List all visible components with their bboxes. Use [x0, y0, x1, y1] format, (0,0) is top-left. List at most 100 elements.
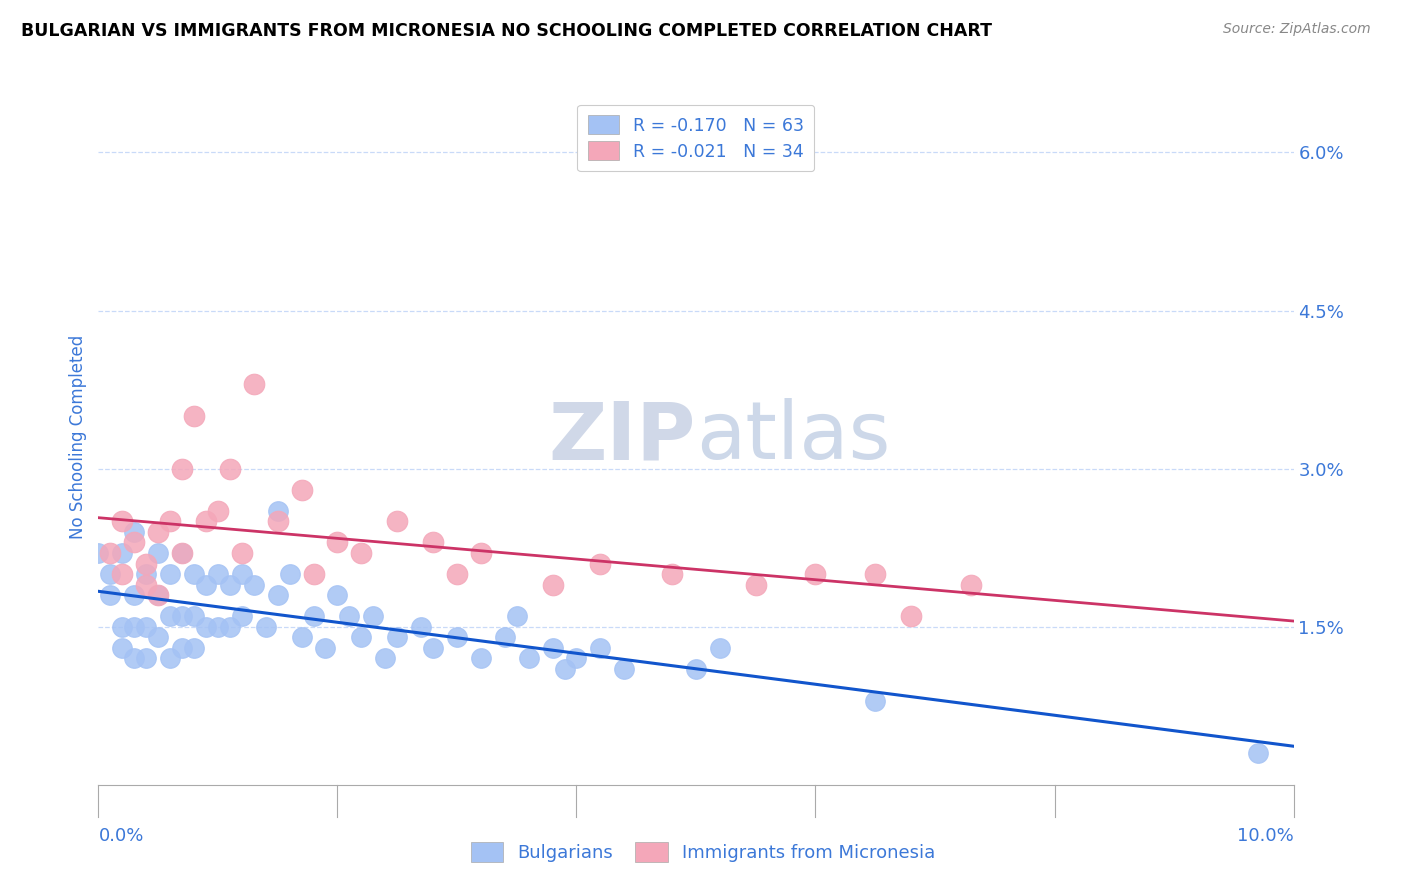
- Point: [315, 640, 337, 655]
- Point: [148, 524, 170, 539]
- Point: [446, 631, 468, 645]
- Text: BULGARIAN VS IMMIGRANTS FROM MICRONESIA NO SCHOOLING COMPLETED CORRELATION CHART: BULGARIAN VS IMMIGRANTS FROM MICRONESIA …: [21, 22, 993, 40]
- Point: [661, 567, 683, 582]
- Point: [291, 483, 314, 497]
- Point: [374, 651, 396, 665]
- Point: [865, 567, 887, 582]
- Y-axis label: No Schooling Completed: No Schooling Completed: [69, 335, 87, 539]
- Point: [613, 662, 636, 676]
- Point: [124, 588, 146, 602]
- Point: [446, 567, 468, 582]
- Point: [385, 515, 409, 529]
- Point: [172, 609, 194, 624]
- Point: [745, 577, 768, 591]
- Point: [900, 609, 922, 624]
- Point: [148, 631, 170, 645]
- Point: [422, 640, 444, 655]
- Point: [231, 609, 253, 624]
- Point: [111, 640, 134, 655]
- Point: [195, 515, 218, 529]
- Point: [350, 546, 373, 560]
- Point: [278, 567, 301, 582]
- Point: [517, 651, 540, 665]
- Point: [363, 609, 385, 624]
- Point: [709, 640, 731, 655]
- Point: [207, 567, 229, 582]
- Point: [326, 535, 349, 549]
- Point: [98, 546, 122, 560]
- Point: [195, 577, 218, 591]
- Point: [960, 577, 983, 591]
- Point: [470, 546, 492, 560]
- Point: [183, 609, 205, 624]
- Point: [219, 620, 242, 634]
- Point: [124, 535, 146, 549]
- Legend: Bulgarians, Immigrants from Micronesia: Bulgarians, Immigrants from Micronesia: [464, 835, 942, 870]
- Point: [124, 651, 146, 665]
- Point: [124, 524, 146, 539]
- Point: [207, 620, 229, 634]
- Text: ZIP: ZIP: [548, 398, 696, 476]
- Point: [326, 588, 349, 602]
- Point: [302, 609, 325, 624]
- Point: [172, 546, 194, 560]
- Point: [207, 504, 229, 518]
- Point: [243, 577, 266, 591]
- Point: [541, 577, 564, 591]
- Point: [172, 640, 194, 655]
- Point: [135, 620, 157, 634]
- Point: [804, 567, 827, 582]
- Point: [267, 588, 290, 602]
- Point: [87, 546, 110, 560]
- Point: [124, 620, 146, 634]
- Point: [541, 640, 564, 655]
- Point: [148, 546, 170, 560]
- Point: [111, 546, 134, 560]
- Point: [183, 567, 205, 582]
- Text: atlas: atlas: [696, 398, 890, 476]
- Point: [589, 640, 612, 655]
- Point: [159, 609, 181, 624]
- Point: [506, 609, 529, 624]
- Point: [494, 631, 516, 645]
- Point: [98, 588, 122, 602]
- Point: [219, 461, 242, 475]
- Point: [231, 567, 253, 582]
- Point: [267, 504, 290, 518]
- Point: [135, 567, 157, 582]
- Point: [159, 651, 181, 665]
- Point: [172, 546, 194, 560]
- Point: [339, 609, 361, 624]
- Point: [135, 577, 157, 591]
- Point: [470, 651, 492, 665]
- Point: [111, 620, 134, 634]
- Text: 0.0%: 0.0%: [98, 827, 143, 845]
- Point: [350, 631, 373, 645]
- Point: [685, 662, 707, 676]
- Point: [589, 557, 612, 571]
- Point: [159, 567, 181, 582]
- Point: [148, 588, 170, 602]
- Point: [148, 588, 170, 602]
- Point: [1247, 747, 1270, 761]
- Point: [111, 515, 134, 529]
- Point: [172, 461, 194, 475]
- Point: [385, 631, 409, 645]
- Point: [231, 546, 253, 560]
- Point: [243, 377, 266, 392]
- Point: [98, 567, 122, 582]
- Point: [411, 620, 433, 634]
- Legend: R = -0.170   N = 63, R = -0.021   N = 34: R = -0.170 N = 63, R = -0.021 N = 34: [578, 105, 814, 171]
- Point: [111, 567, 134, 582]
- Point: [183, 409, 205, 423]
- Point: [291, 631, 314, 645]
- Point: [159, 515, 181, 529]
- Point: [554, 662, 576, 676]
- Point: [135, 557, 157, 571]
- Point: [254, 620, 277, 634]
- Text: Source: ZipAtlas.com: Source: ZipAtlas.com: [1223, 22, 1371, 37]
- Point: [135, 651, 157, 665]
- Point: [195, 620, 218, 634]
- Point: [565, 651, 588, 665]
- Point: [865, 693, 887, 707]
